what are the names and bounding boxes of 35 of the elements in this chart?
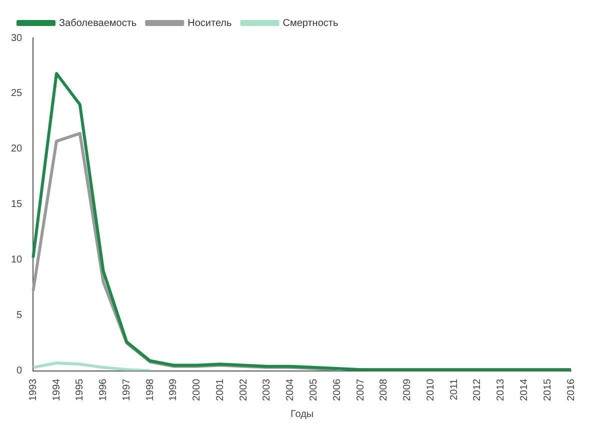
y-tick-label: 30 — [11, 32, 23, 44]
x-tick-label: 2014 — [518, 378, 530, 402]
x-tick-label: 2002 — [238, 378, 250, 402]
x-tick-label: 1996 — [98, 378, 110, 402]
x-tick-label: 2016 — [566, 378, 577, 402]
x-tick-label: 1995 — [74, 378, 86, 402]
legend-label: Заболеваемость — [59, 18, 137, 29]
x-tick-label: 2006 — [332, 378, 343, 402]
x-axis-title: Годы — [290, 408, 314, 420]
x-tick-label: 2013 — [496, 378, 507, 402]
x-tick-label: 2001 — [214, 378, 226, 402]
y-tick-label: 10 — [11, 254, 23, 266]
x-tick-label: 2015 — [542, 378, 554, 402]
x-tick-label: 1997 — [121, 378, 132, 402]
legend-label: Смертность — [282, 18, 338, 29]
x-tick-label: 2003 — [262, 378, 273, 402]
x-tick-label: 2000 — [192, 378, 203, 402]
y-tick-label: 25 — [11, 88, 23, 100]
y-tick-label: 0 — [16, 366, 23, 377]
x-tick-label: 2010 — [425, 378, 436, 402]
y-tick-label: 20 — [11, 144, 23, 155]
x-tick-label: 2009 — [402, 378, 414, 402]
x-tick-label: 1998 — [144, 378, 156, 402]
y-tick-label: 5 — [16, 310, 23, 322]
x-tick-label: 1994 — [51, 378, 62, 402]
legend-label: Носитель — [188, 18, 232, 29]
x-tick-label: 2012 — [472, 378, 484, 402]
x-tick-label: 2005 — [308, 378, 320, 402]
x-tick-label: 2007 — [355, 378, 366, 402]
x-tick-label: 2011 — [448, 378, 460, 400]
x-tick-label: 1993 — [28, 378, 39, 402]
y-tick-label: 15 — [11, 199, 23, 210]
x-tick-label: 1999 — [168, 378, 180, 402]
x-tick-label: 2004 — [285, 378, 296, 402]
x-tick-label: 2008 — [378, 378, 390, 402]
